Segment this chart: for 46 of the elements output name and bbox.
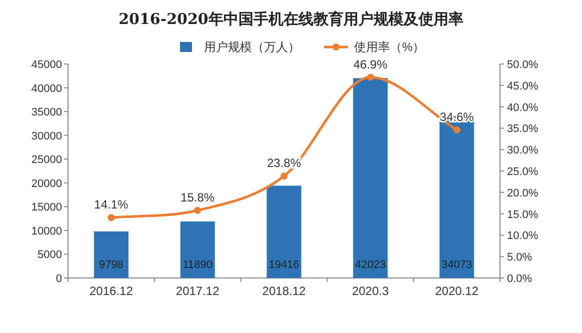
- y-tick-label: 30000: [31, 130, 62, 142]
- y-tick-label: 0: [56, 273, 62, 285]
- y-tick-label: 10000: [31, 225, 62, 238]
- y2-tick-label: 45.0%: [507, 80, 538, 92]
- y2-tick-label: 50.0%: [507, 59, 538, 71]
- data-label: 11890: [182, 259, 212, 271]
- y2-tick-label: 0.0%: [507, 273, 532, 285]
- data-label: 9798: [98, 259, 124, 271]
- y-tick-label: 40000: [31, 82, 62, 95]
- bar: [94, 231, 128, 278]
- x-tick-label: 2017.12: [176, 284, 220, 298]
- y-tick-label: 15000: [31, 202, 62, 214]
- x-tick-label: 2016.12: [90, 284, 134, 298]
- y2-tick-label: 40.0%: [507, 102, 538, 114]
- bar: [266, 186, 302, 278]
- chart-title: 2016-2020年中国手机在线教育用户规模及使用率: [118, 10, 464, 28]
- legend-label: 用户规模（万人）: [204, 40, 300, 54]
- point: [280, 172, 288, 180]
- x-tick-label: 2020.3: [352, 284, 390, 298]
- y2-tick-label: 30.0%: [507, 144, 538, 157]
- point: [366, 74, 374, 81]
- bar: [353, 78, 388, 278]
- data-label: 42023: [355, 259, 386, 271]
- point: [108, 214, 115, 222]
- x-tick-label: 2020.12: [435, 284, 479, 298]
- bar: [180, 221, 215, 278]
- data-label: 34073: [442, 259, 472, 271]
- legend-label: 使用率（%）: [354, 40, 425, 54]
- point: [194, 206, 202, 214]
- x-tick-label: 2018.12: [262, 284, 306, 298]
- y2-tick-label: 35.0%: [507, 123, 538, 136]
- y2-tick-label: 5.0%: [507, 252, 532, 264]
- data-label: 14.1%: [94, 198, 129, 212]
- y-tick-label: 35000: [31, 106, 62, 119]
- y2-tick-label: 10.0%: [507, 230, 538, 242]
- point: [453, 126, 460, 134]
- y-tick-label: 25000: [31, 154, 62, 166]
- y-tick-label: 45000: [31, 59, 62, 71]
- y2-tick-label: 25.0%: [507, 166, 538, 178]
- data-label: 15.8%: [180, 190, 215, 204]
- data-label: 19416: [268, 259, 300, 271]
- y2-tick-label: 15.0%: [507, 208, 538, 221]
- data-label: 46.9%: [353, 57, 388, 72]
- y-tick-label: 20000: [31, 178, 62, 190]
- y2-tick-label: 20.0%: [507, 187, 538, 200]
- y-tick-label: 5000: [38, 249, 62, 262]
